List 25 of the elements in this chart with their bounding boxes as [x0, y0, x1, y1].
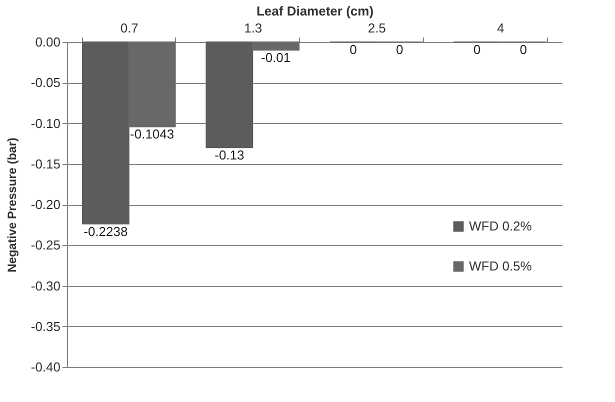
y-tick-label: -0.10 [30, 116, 60, 131]
data-label: -0.1043 [130, 126, 174, 142]
data-label: 0 [350, 42, 357, 57]
y-tick-label: -0.35 [30, 318, 60, 334]
y-axis-title: Negative Pressure (bar) [4, 138, 19, 272]
x-tick-label: 2.5 [368, 20, 386, 36]
x-tick-label: 1.3 [244, 20, 262, 36]
legend-label: WFD 0.5% [469, 258, 532, 274]
x-axis-title: Leaf Diameter (cm) [256, 4, 374, 18]
data-label: 0 [396, 42, 404, 57]
y-tick-label: -0.40 [30, 360, 60, 374]
y-tick-label: -0.20 [30, 197, 60, 212]
y-tick-label: -0.15 [30, 156, 60, 172]
data-label: -0.01 [261, 50, 291, 66]
data-label: -0.2238 [84, 224, 128, 239]
data-label: 0 [473, 42, 481, 57]
legend-label: WFD 0.2% [469, 218, 532, 234]
x-tick-label: 0.7 [120, 20, 138, 36]
data-label: -0.13 [214, 148, 244, 163]
y-tick-label: -0.30 [30, 278, 60, 294]
y-tick-label: -0.25 [30, 238, 60, 253]
y-tick-label: 0.00 [35, 34, 60, 50]
y-tick-label: -0.05 [30, 75, 60, 90]
data-label: 0 [520, 42, 527, 57]
x-tick-label: 4 [497, 20, 504, 36]
